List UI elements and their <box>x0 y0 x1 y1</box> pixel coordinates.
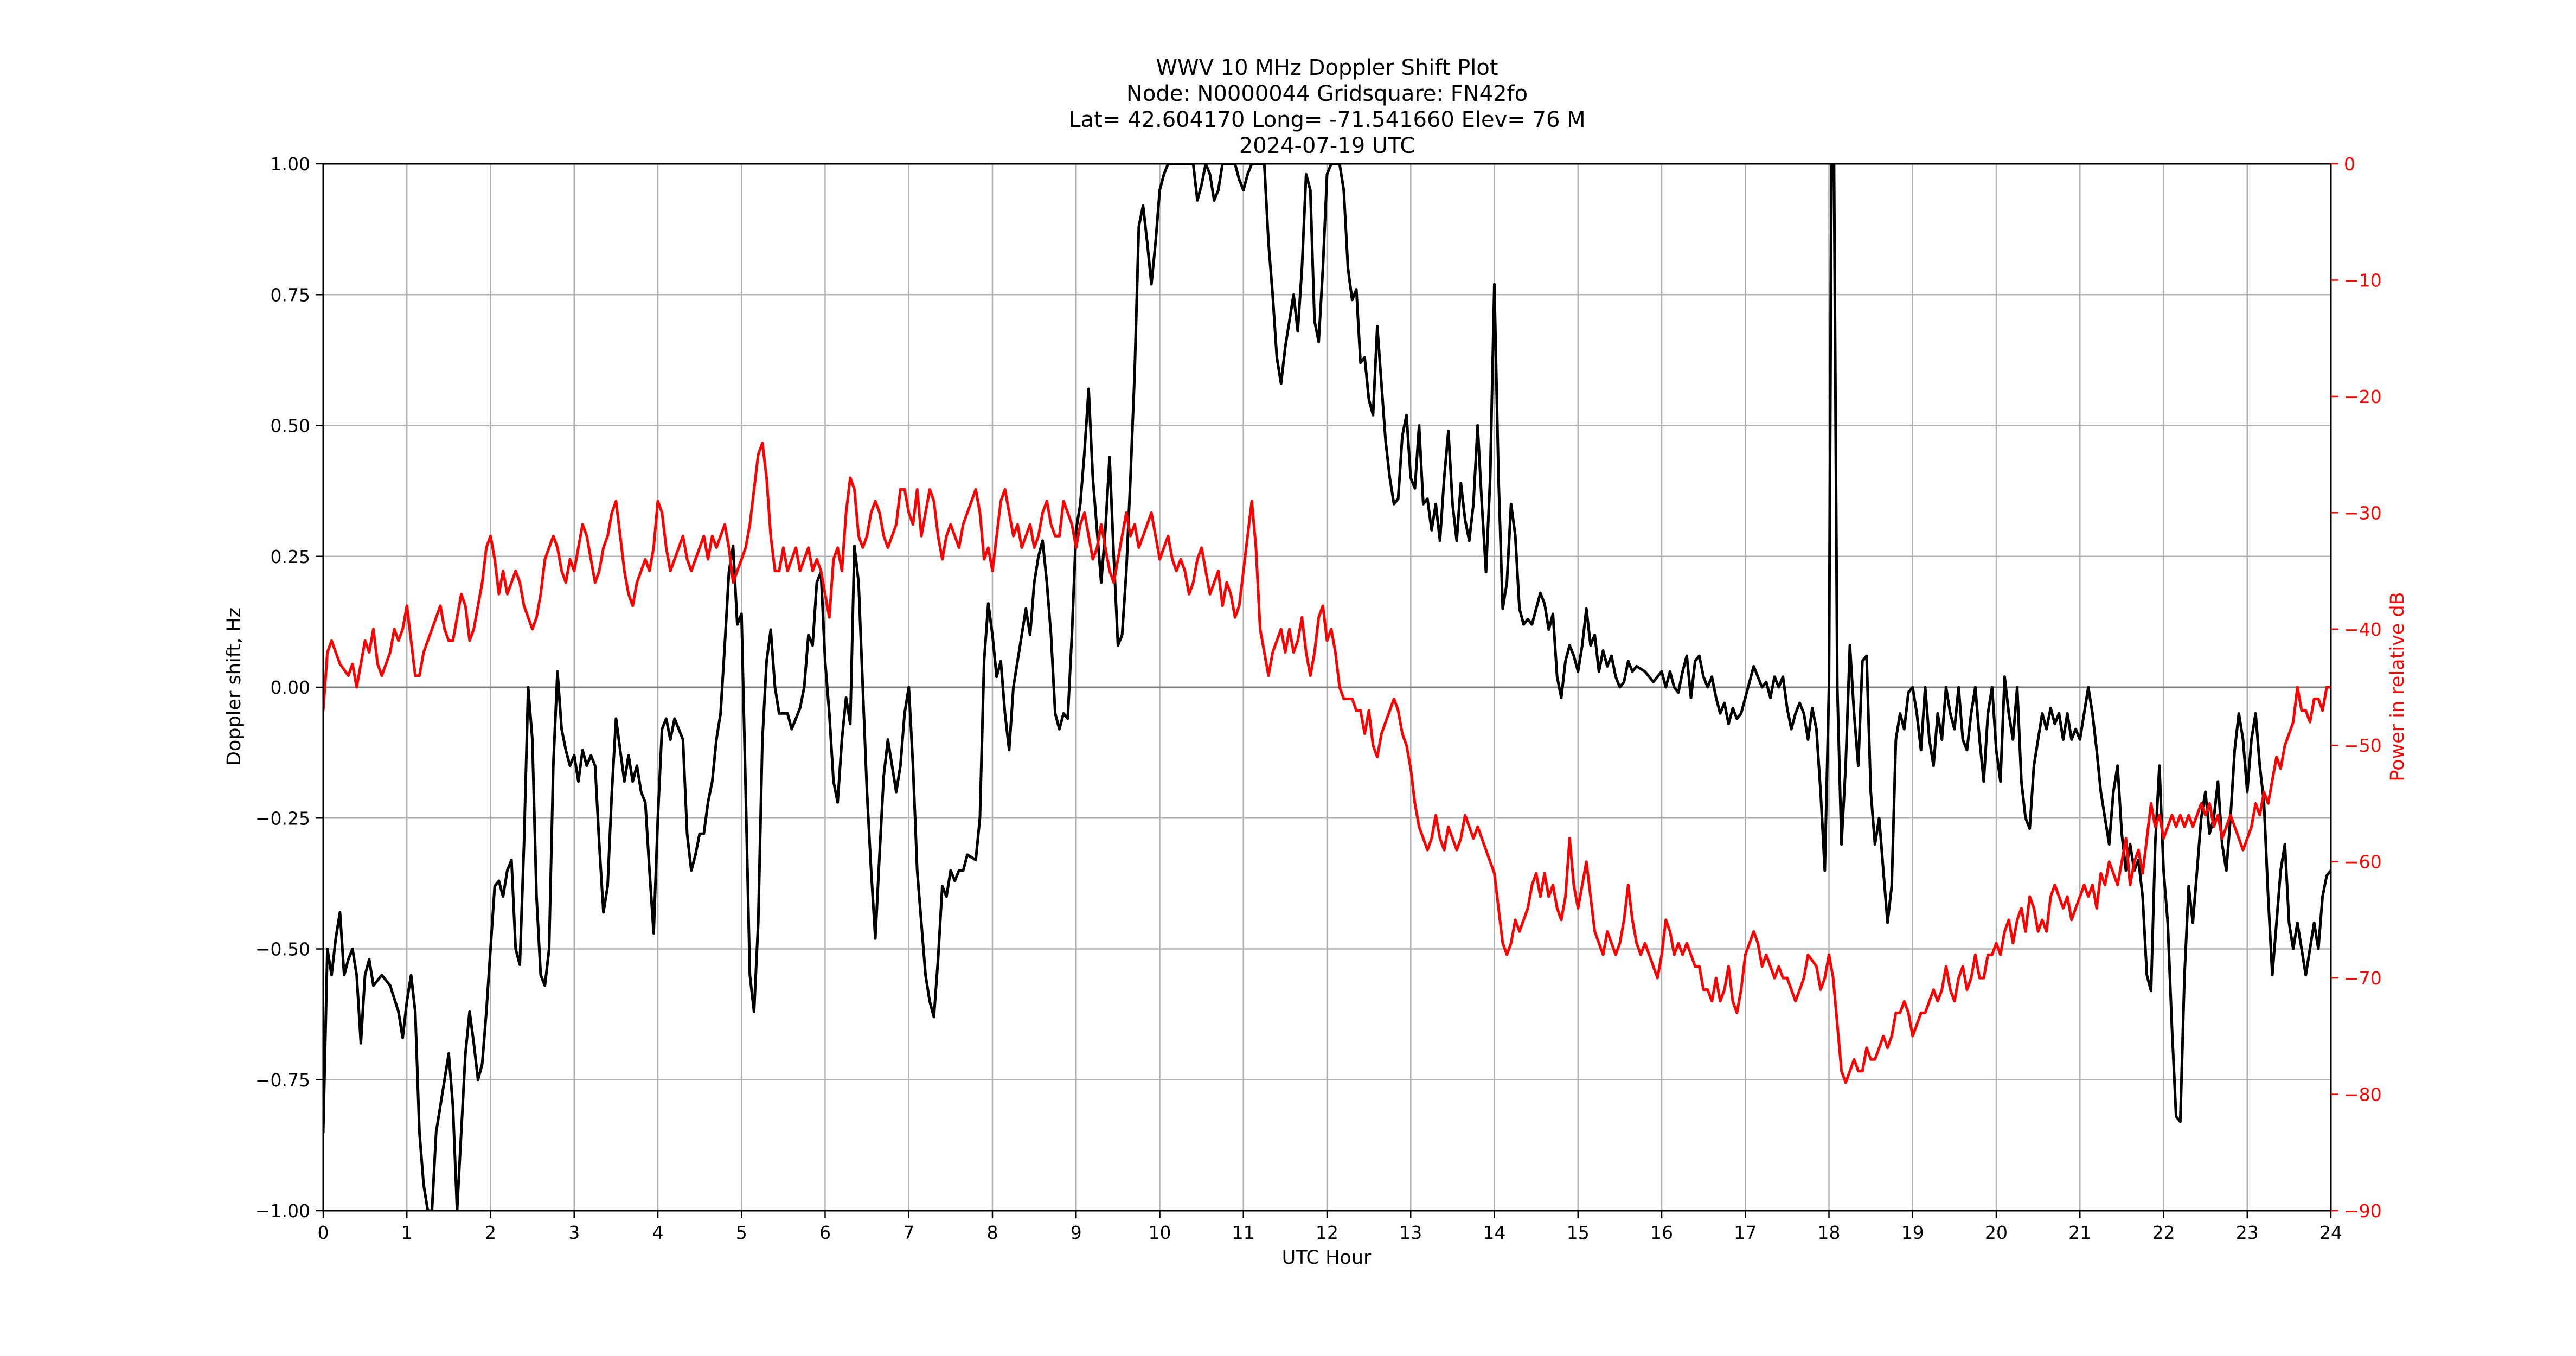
x-tick-label: 3 <box>568 1222 580 1243</box>
x-tick-label: 11 <box>1232 1222 1255 1243</box>
x-tick-label: 17 <box>1734 1222 1757 1243</box>
x-tick-label: 8 <box>987 1222 998 1243</box>
x-tick-label: 7 <box>903 1222 914 1243</box>
y-axis-label: Doppler shift, Hz <box>223 607 245 766</box>
title-line-3: Lat= 42.604170 Long= -71.541660 Elev= 76… <box>1068 107 1585 132</box>
y-tick-label: −0.25 <box>255 808 310 829</box>
y2-tick-label: 0 <box>2344 153 2355 175</box>
x-tick-label: 9 <box>1071 1222 1082 1243</box>
x-tick-label: 4 <box>652 1222 664 1243</box>
y2-tick-label: −40 <box>2344 619 2382 640</box>
y2-tick-label: −70 <box>2344 968 2382 989</box>
x-tick-label: 0 <box>318 1222 329 1243</box>
x-tick-label: 24 <box>2319 1222 2342 1243</box>
y-axis-ticks: 1.00 0.75 0.50 0.25 0.00 −0.25 −0.50 −0.75 −1.00 <box>255 153 323 1221</box>
y2-tick-label: −50 <box>2344 735 2382 756</box>
y2-tick-label: −60 <box>2344 852 2382 873</box>
x-tick-label: 1 <box>401 1222 413 1243</box>
y2-tick-label: −20 <box>2344 386 2382 407</box>
x-tick-label: 23 <box>2236 1222 2259 1243</box>
title-line-2: Node: N0000044 Gridsquare: FN42fo <box>1126 81 1528 106</box>
x-tick-label: 18 <box>1818 1222 1841 1243</box>
power-series-line <box>323 442 2331 1084</box>
y-tick-label: −1.00 <box>255 1200 310 1221</box>
y2-tick-label: −30 <box>2344 502 2382 523</box>
x-tick-label: 21 <box>2068 1222 2091 1243</box>
x-tick-label: 14 <box>1483 1222 1506 1243</box>
x-tick-label: 12 <box>1316 1222 1338 1243</box>
x-tick-label: 15 <box>1567 1222 1590 1243</box>
y2-tick-label: −80 <box>2344 1084 2382 1105</box>
y2-axis-label: Power in relative dB <box>2387 592 2408 781</box>
x-tick-label: 5 <box>736 1222 747 1243</box>
y-tick-label: −0.75 <box>255 1070 310 1091</box>
x-axis-ticks: 0 1 2 3 4 5 6 7 8 9 10 11 12 13 14 15 16 17 18 19 20 21 22 23 24 <box>318 1211 2342 1243</box>
x-tick-label: 10 <box>1149 1222 1171 1243</box>
y2-axis-ticks: 0 −10 −20 −30 −40 −50 −60 −70 −80 −90 <box>2331 153 2382 1221</box>
doppler-series-line <box>323 164 2331 1211</box>
y2-tick-label: −90 <box>2344 1200 2382 1221</box>
y2-tick-label: −10 <box>2344 270 2382 291</box>
y-tick-label: 0.25 <box>271 546 310 567</box>
x-tick-label: 13 <box>1399 1222 1422 1243</box>
x-tick-label: 2 <box>485 1222 496 1243</box>
series-layer <box>323 164 2331 1211</box>
title-line-4: 2024-07-19 UTC <box>1239 133 1415 158</box>
x-tick-label: 20 <box>1985 1222 2008 1243</box>
x-axis-label: UTC Hour <box>1282 1247 1372 1269</box>
chart-title: WWV 10 MHz Doppler Shift Plot Node: N000… <box>1068 55 1585 158</box>
x-tick-label: 19 <box>1901 1222 1924 1243</box>
x-tick-label: 22 <box>2152 1222 2175 1243</box>
y-tick-label: 0.75 <box>271 284 310 305</box>
x-tick-label: 6 <box>819 1222 831 1243</box>
y-tick-label: 0.00 <box>271 677 310 698</box>
x-tick-label: 16 <box>1650 1222 1673 1243</box>
y-tick-label: 0.50 <box>271 415 310 437</box>
y-tick-label: −0.50 <box>255 939 310 960</box>
y-tick-label: 1.00 <box>271 153 310 175</box>
title-line-1: WWV 10 MHz Doppler Shift Plot <box>1156 55 1498 80</box>
